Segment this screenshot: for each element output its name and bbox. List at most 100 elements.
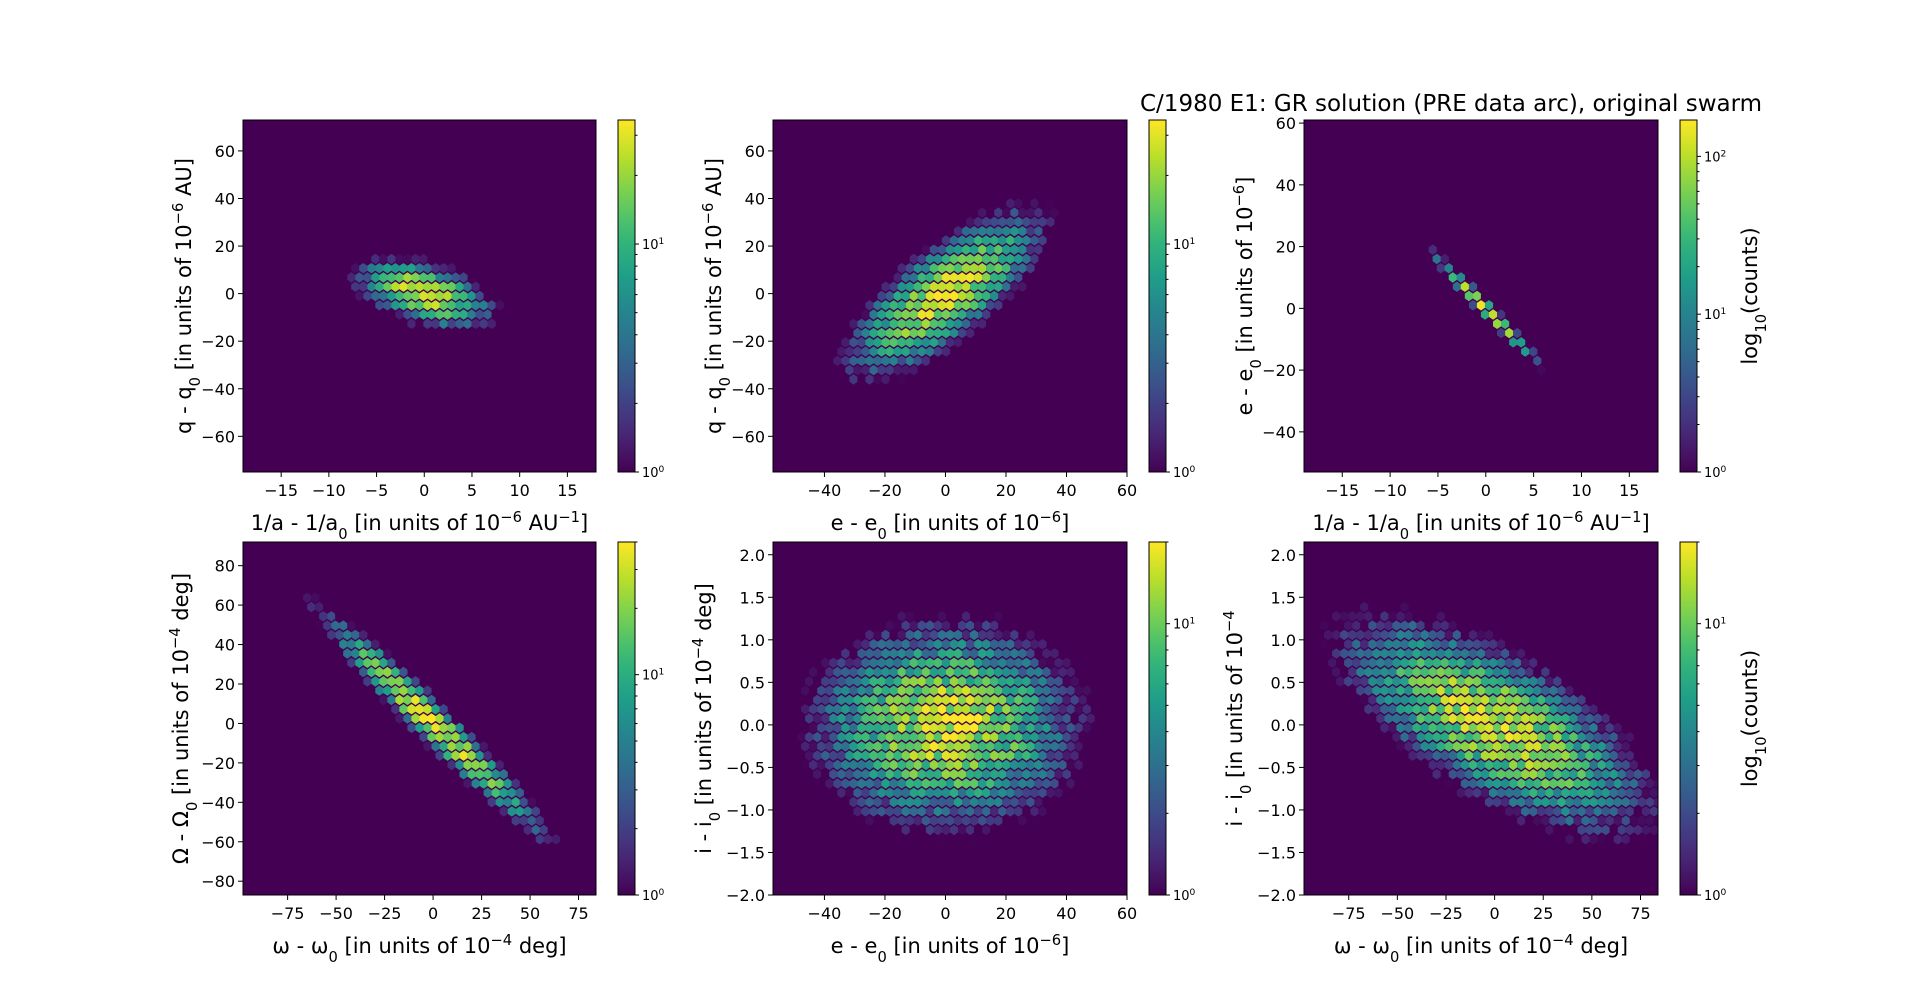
hexbin-cell: [958, 824, 967, 836]
hexbin-cell: [853, 327, 862, 339]
hexbin-cell: [937, 281, 947, 292]
hexbin-cell: [1505, 731, 1514, 743]
x-tick-label: 5: [1529, 481, 1539, 500]
hexbin-cell: [1472, 694, 1482, 706]
hexbin-cell: [347, 620, 356, 631]
hexbin-cell: [1444, 741, 1453, 752]
hexbin-cell: [443, 290, 452, 302]
hexbin-cell: [1026, 722, 1035, 733]
hexbin-cell: [1493, 722, 1502, 733]
hexbin-cell: [1022, 657, 1031, 668]
hexbin-cell: [1034, 778, 1043, 789]
hexbin-cell: [1022, 216, 1031, 228]
hexbin-cell: [1400, 639, 1409, 650]
hexbin-cell: [889, 648, 898, 659]
hexbin-cell: [917, 731, 926, 743]
hexbin-cell: [982, 290, 991, 302]
hexbin-cell: [945, 666, 955, 678]
hexbin-cell: [945, 300, 955, 311]
hexbin-cell: [885, 290, 894, 302]
hexbin-cell: [1046, 216, 1055, 228]
hexbin-cell: [403, 694, 412, 706]
hexbin-cell: [909, 787, 918, 798]
hexbin-cell: [849, 704, 858, 715]
hexbin-cell: [861, 639, 870, 650]
hexbin-cell: [1364, 704, 1373, 715]
hexbin-cell: [949, 327, 959, 339]
hexbin-cell: [1565, 722, 1574, 733]
hexbin-cell: [423, 704, 432, 715]
hexbin-cell: [1400, 657, 1409, 668]
hexbin-cell: [1637, 778, 1646, 789]
hexbin-cell: [1629, 796, 1638, 808]
hexbin-cell: [929, 318, 938, 329]
hexbin-cell: [841, 355, 850, 366]
hexbin-cell: [1420, 666, 1429, 678]
hexbin-cell: [881, 759, 890, 771]
hexbin-cell: [825, 741, 834, 752]
hexbin-cell: [949, 309, 959, 320]
hexbin-cell: [383, 685, 392, 696]
hexbin-cell: [1460, 759, 1469, 771]
hexbin-cell: [845, 364, 854, 376]
hexbin-cell: [1050, 722, 1059, 733]
hexbin-cell: [909, 731, 918, 743]
hexbin-cell: [913, 796, 922, 808]
hexbin-cell: [471, 318, 480, 329]
hexbin-cell: [1030, 787, 1039, 798]
hexbin-cell: [1340, 629, 1349, 641]
hexbin-cell: [905, 778, 914, 789]
hexbin-cell: [949, 750, 959, 761]
x-tick-label: −75: [271, 904, 305, 923]
y-tick-label: 0: [225, 714, 235, 733]
hexbin-cell: [1364, 611, 1373, 622]
y-axis-label: q - q0 [in units of 10−6 AU]: [170, 158, 204, 434]
hexbin-cell: [917, 346, 926, 357]
hexbin-cell: [483, 290, 492, 302]
hexbin-cell: [351, 666, 360, 678]
hexbin-cell: [1509, 796, 1518, 808]
y-tick-label: 40: [215, 189, 235, 208]
hexbin-cell: [945, 778, 955, 789]
hexbin-cell: [1448, 676, 1457, 687]
hexbin-cell: [1038, 253, 1047, 265]
hexbin-cell: [1525, 685, 1534, 696]
hexbin-cell: [921, 300, 930, 311]
hexbin-cell: [893, 272, 902, 283]
hexbin-cell: [849, 685, 858, 696]
hexbin-cell: [853, 713, 862, 724]
hexbin-cell: [1569, 713, 1578, 724]
hexbin-cell: [1320, 639, 1329, 650]
hexbin-cell: [982, 769, 991, 780]
hexbin-cell: [1545, 769, 1554, 780]
hexbin-cell: [929, 281, 938, 292]
hexbin-cell: [1352, 601, 1361, 613]
hexbin-cell: [873, 741, 882, 752]
hexbin-cell: [1404, 648, 1413, 659]
hexbin-cell: [479, 318, 488, 329]
hexbin-cell: [1444, 685, 1453, 696]
hexbin-cell: [363, 290, 372, 302]
hexbin-cell: [1022, 235, 1031, 246]
hexbin-cell: [1617, 769, 1626, 780]
hexbin-cell: [821, 750, 830, 761]
hexbin-cell: [1070, 731, 1079, 743]
hexbin-cell: [1038, 769, 1047, 780]
hexbin-cell: [913, 263, 922, 274]
hexbin-cell: [929, 778, 938, 789]
colorbar-label: log10(counts): [1738, 227, 1770, 364]
hexbin-cell: [978, 815, 987, 826]
hexbin-cell: [1460, 722, 1469, 733]
hexbin-cell: [1006, 787, 1015, 798]
hexbin-cell: [921, 648, 930, 659]
hexbin-cell: [941, 769, 951, 780]
hexbin-cell: [949, 676, 959, 687]
hexbin-cell: [901, 620, 910, 631]
hexbin-cell: [845, 639, 854, 650]
hexbin-cell: [897, 759, 906, 771]
hexbin-cell: [953, 778, 963, 789]
hexbin-cell: [451, 290, 460, 302]
hexbin-cell: [1525, 722, 1534, 733]
hexbin-cell: [881, 629, 890, 641]
hexbin-cell: [841, 337, 850, 348]
